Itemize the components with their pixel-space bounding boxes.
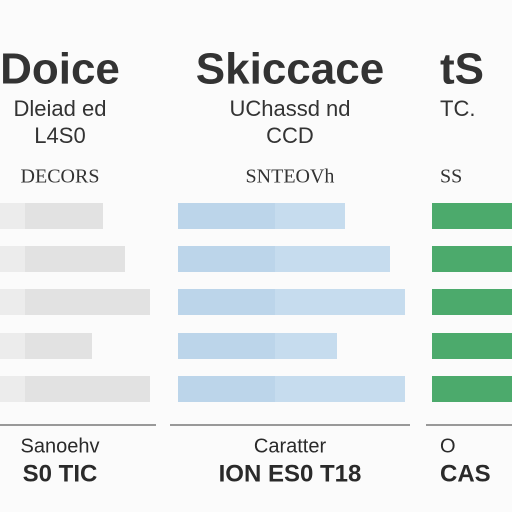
bar [25, 246, 125, 272]
bar-segment [0, 376, 25, 402]
bar-segment [178, 289, 275, 315]
bar-segment [178, 203, 275, 229]
bar-segment [0, 333, 25, 359]
bar [275, 333, 337, 359]
title: Doice [0, 45, 120, 94]
bar [275, 376, 405, 402]
title: Skiccace [196, 45, 384, 94]
footer: O [440, 435, 456, 457]
footer: Caratter [254, 435, 327, 457]
bar-segment [178, 333, 275, 359]
bar-segment [178, 376, 275, 402]
bar-segment [0, 246, 25, 272]
heading: SNTEOVh [246, 166, 335, 188]
bar [432, 333, 512, 359]
bar [25, 376, 150, 402]
bar [432, 376, 512, 402]
bar [275, 203, 345, 229]
heading: SS [440, 166, 462, 188]
subtitle: TC. [440, 96, 475, 121]
footer-bold: ION ES0 T18 [219, 460, 362, 487]
bar-segment [178, 246, 275, 272]
bar [432, 289, 512, 315]
bar-segment [0, 289, 25, 315]
code: CCD [266, 123, 314, 148]
footer-bold: CAS [440, 460, 491, 487]
bar [25, 203, 103, 229]
bar-segment [0, 203, 25, 229]
footer: Sanoehv [21, 435, 100, 457]
bar [432, 203, 512, 229]
bar [275, 246, 390, 272]
code: L4S0 [34, 123, 85, 148]
heading: DECORS [21, 166, 100, 188]
subtitle: UChassd nd [229, 96, 350, 121]
bar [25, 333, 92, 359]
title: tS [440, 45, 484, 94]
subtitle: Dleiad ed [14, 96, 107, 121]
bar [25, 289, 150, 315]
footer-bold: S0 TIC [23, 460, 98, 487]
bar [275, 289, 405, 315]
bar [432, 246, 512, 272]
